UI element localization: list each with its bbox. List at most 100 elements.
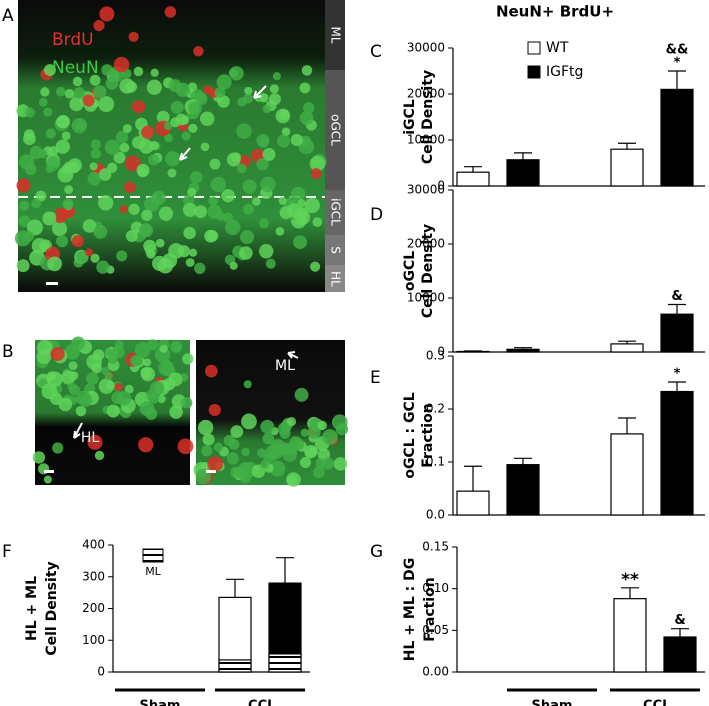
cell (230, 466, 243, 479)
cell (236, 163, 247, 174)
cell (89, 162, 98, 171)
cell (114, 382, 123, 392)
error-bar (514, 347, 532, 350)
panel-label: D (370, 205, 383, 225)
cells (14, 6, 349, 487)
cell (299, 456, 311, 468)
cell (194, 205, 207, 218)
cell (87, 434, 103, 450)
cell (259, 244, 274, 259)
cell (150, 68, 159, 77)
cell (230, 152, 241, 163)
cell (198, 419, 214, 436)
y-axis-label: Fraction (420, 403, 436, 467)
error-bar (618, 340, 636, 344)
bar (506, 348, 540, 353)
cell (98, 96, 115, 113)
cell (310, 261, 321, 272)
cell (265, 444, 281, 461)
cell (265, 258, 276, 269)
cell (93, 224, 108, 239)
cell (143, 358, 152, 367)
cell (193, 46, 204, 57)
cell (105, 76, 119, 90)
cell (188, 101, 202, 116)
cell (241, 447, 250, 457)
x-tick-label: Sham (140, 699, 181, 706)
cell (244, 86, 253, 95)
cell (31, 198, 41, 209)
cell (19, 200, 30, 211)
cell (96, 260, 110, 274)
cell (113, 151, 126, 164)
scale-bar (46, 282, 58, 285)
cell (155, 238, 165, 248)
cell (259, 138, 269, 148)
layer-label: iGCL (329, 198, 343, 226)
cell (93, 20, 105, 32)
cell (38, 97, 48, 107)
cell (168, 372, 183, 387)
cell (18, 154, 35, 170)
cell (141, 209, 153, 222)
bar (660, 313, 694, 353)
bar (456, 350, 490, 353)
cell (278, 196, 287, 205)
cell (170, 341, 183, 353)
y-tick-label: 0.10 (422, 581, 449, 595)
legend-label: IGFtg (546, 64, 583, 80)
cell (56, 235, 69, 248)
y-tick-label: 0.0 (426, 508, 445, 522)
cell (304, 444, 318, 459)
cell (58, 397, 73, 412)
cell (71, 235, 85, 248)
layer-band (325, 70, 345, 190)
cell (71, 336, 86, 351)
cell (116, 250, 128, 262)
cell (315, 458, 326, 468)
cell (175, 82, 190, 97)
cell (170, 100, 184, 114)
cell (124, 155, 141, 172)
y-axis-label: Fraction (422, 577, 438, 641)
cell (216, 74, 232, 90)
y-tick-label: 0.15 (422, 540, 449, 554)
image-label: BrdU (52, 30, 94, 50)
cell (182, 353, 194, 365)
cell (138, 437, 154, 453)
error-bar (621, 587, 639, 599)
y-tick-label: 0 (437, 179, 445, 193)
cell (132, 100, 146, 114)
arrow (73, 422, 83, 439)
y-tick-label: 300 (82, 569, 105, 583)
cell (32, 451, 46, 464)
panel-label: A (2, 6, 14, 26)
bar (610, 433, 644, 516)
cell (64, 88, 75, 99)
cell (122, 124, 132, 134)
error-bar (618, 417, 636, 434)
panel-label: E (370, 368, 381, 388)
inset-icon (142, 548, 164, 563)
cell (157, 394, 166, 404)
bar (506, 464, 540, 516)
cell (16, 259, 30, 273)
cell (50, 347, 65, 362)
cell (223, 434, 235, 447)
cell (277, 422, 291, 436)
error-bar (668, 303, 686, 315)
cell (300, 428, 309, 437)
legend-label: WT (546, 40, 569, 56)
y-axis-label: Cell Density (420, 70, 436, 164)
cell (170, 117, 181, 128)
cell (71, 117, 88, 134)
cell (207, 456, 223, 472)
cell (16, 178, 31, 193)
cell (113, 56, 130, 73)
y-tick-label: 200 (82, 601, 105, 615)
cell (215, 211, 225, 221)
layer-label: oGCL (329, 114, 343, 146)
cell (242, 179, 257, 194)
cell (104, 348, 113, 357)
cell (89, 74, 101, 86)
